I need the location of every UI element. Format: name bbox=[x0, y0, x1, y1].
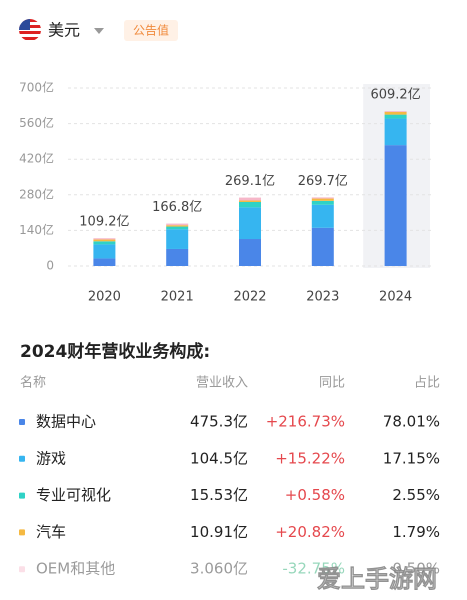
x-tick-label: 2021 bbox=[161, 290, 194, 305]
bar-segment bbox=[384, 114, 407, 119]
bar-segment bbox=[239, 201, 261, 208]
total-label: 166.8亿 bbox=[152, 200, 202, 215]
watermark: 爱上手游网 bbox=[317, 565, 437, 593]
row-name: 数据中心 bbox=[36, 413, 96, 431]
total-label: 269.1亿 bbox=[225, 174, 275, 189]
bar-segment bbox=[93, 239, 116, 242]
column-header: 名称 bbox=[20, 375, 46, 391]
x-tick-label: 2023 bbox=[306, 290, 339, 305]
bar-segment bbox=[311, 227, 334, 266]
tag: 公告值 bbox=[133, 23, 169, 38]
flag bbox=[19, 19, 41, 41]
row-name: 汽车 bbox=[36, 523, 66, 541]
legend-dot bbox=[19, 529, 25, 536]
bar-segment bbox=[311, 198, 334, 201]
row-revenue: 104.5亿 bbox=[190, 449, 248, 467]
row-share: 2.55% bbox=[392, 486, 440, 504]
row-revenue: 475.3亿 bbox=[190, 413, 248, 431]
bar-segment bbox=[311, 200, 334, 205]
y-tick-label: 0 bbox=[46, 259, 54, 273]
total-label: 109.2亿 bbox=[79, 215, 129, 230]
row-yoy: +0.58% bbox=[285, 486, 345, 504]
bar-segment bbox=[239, 207, 261, 240]
bar-segment bbox=[166, 229, 189, 249]
bar-segment bbox=[93, 258, 116, 266]
y-tick-label: 420亿 bbox=[19, 151, 54, 166]
table-title: 2024财年营收业务构成: bbox=[20, 341, 210, 362]
bar-segment bbox=[384, 118, 407, 146]
bar-segment bbox=[166, 223, 189, 226]
y-tick-label: 700亿 bbox=[19, 80, 54, 95]
legend-dot bbox=[19, 419, 25, 425]
bar-segment bbox=[166, 225, 189, 227]
row-share: 0.50% bbox=[392, 560, 440, 578]
bar-segment bbox=[239, 239, 261, 266]
row-name: 专业可视化 bbox=[36, 486, 111, 504]
row-yoy: +15.22% bbox=[275, 449, 345, 467]
bar-segment bbox=[239, 200, 261, 202]
row-yoy: -32.75% bbox=[282, 560, 345, 578]
row-revenue: 10.91亿 bbox=[190, 523, 248, 541]
legend-dot bbox=[19, 566, 25, 573]
column-header: 占比 bbox=[414, 376, 440, 391]
tag-bg bbox=[124, 20, 178, 41]
bar-segment bbox=[93, 238, 116, 240]
row-name: 游戏 bbox=[36, 449, 66, 467]
bar-segment bbox=[239, 197, 261, 201]
column-header: 同比 bbox=[319, 376, 345, 391]
row-share: 78.01% bbox=[383, 413, 440, 431]
row-yoy: +216.73% bbox=[266, 413, 345, 431]
row-yoy: +20.82% bbox=[275, 523, 345, 541]
x-tick-label: 2022 bbox=[233, 290, 266, 305]
row-share: 17.15% bbox=[383, 449, 440, 467]
row-share: 1.79% bbox=[392, 523, 440, 541]
legend-dot bbox=[19, 492, 25, 499]
row-name: OEM和其他 bbox=[36, 560, 115, 578]
column-header: 营业收入 bbox=[196, 376, 248, 391]
x-tick-label: 2020 bbox=[88, 290, 121, 305]
bar-segment bbox=[93, 241, 116, 245]
dropdown-arrow[interactable] bbox=[94, 28, 104, 34]
y-tick-label: 140亿 bbox=[19, 222, 54, 237]
bar-segment bbox=[166, 248, 189, 266]
total-label: 269.7亿 bbox=[298, 174, 348, 189]
bar-segment bbox=[311, 204, 334, 228]
row-revenue: 3.060亿 bbox=[190, 560, 248, 578]
bar-segment bbox=[384, 145, 407, 266]
currency[interactable]: 美元 bbox=[48, 21, 80, 40]
total-label: 609.2亿 bbox=[370, 88, 420, 103]
legend-dot bbox=[19, 455, 25, 462]
bar-segment bbox=[93, 244, 116, 259]
x-tick-label: 2024 bbox=[379, 290, 412, 305]
bar-segment bbox=[311, 197, 334, 199]
bar-segment bbox=[166, 226, 189, 230]
y-tick-label: 560亿 bbox=[19, 115, 54, 130]
bar-segment bbox=[384, 111, 407, 112]
bar-segment bbox=[384, 111, 407, 115]
row-revenue: 15.53亿 bbox=[190, 486, 248, 504]
y-tick-label: 280亿 bbox=[19, 186, 54, 201]
